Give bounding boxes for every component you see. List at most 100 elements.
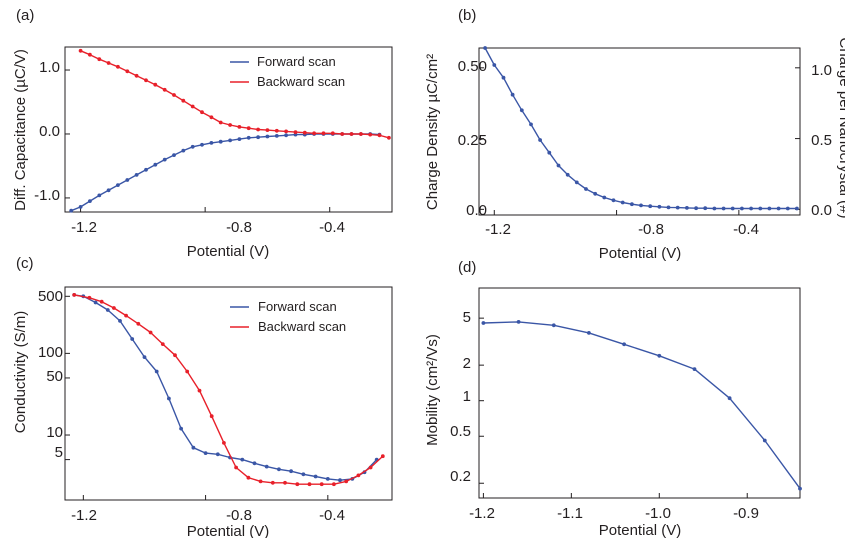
panel-b-data-data-point bbox=[703, 206, 708, 211]
panel-a-forward-data-point bbox=[69, 208, 74, 213]
panel-d-x-axis-label: Potential (V) bbox=[599, 522, 682, 538]
panel-b-data-data-point bbox=[795, 206, 799, 211]
panel-c-backward-data-point bbox=[160, 342, 165, 346]
panel-c-xtick-label: -1.2 bbox=[71, 507, 97, 524]
panel-d-ytick-label: 1 bbox=[463, 388, 471, 405]
panel-c-backward-data-point bbox=[246, 475, 251, 480]
panel-a-backward-data-point bbox=[349, 132, 354, 136]
panel-a-backward-data-point bbox=[340, 132, 345, 136]
panel-b-data-data-point bbox=[749, 206, 753, 211]
panel-a-backward-data-point bbox=[293, 130, 298, 135]
panel-c-ytick-label: 10 bbox=[46, 424, 63, 441]
panel-a-backward-data-point bbox=[172, 93, 176, 97]
panel-d-xtick-label: -1.1 bbox=[557, 505, 583, 522]
panel-c-xtick-label: -0.8 bbox=[226, 507, 252, 524]
panel-a-backward-data-point bbox=[181, 98, 186, 103]
panel-a-backward-data-point bbox=[330, 131, 335, 136]
panel-a-backward-data-point bbox=[228, 123, 233, 127]
panel-c-forward-data-point bbox=[130, 337, 135, 341]
panel-c-backward-data-point bbox=[197, 388, 202, 393]
legend-forward-label: Forward scan bbox=[258, 299, 337, 314]
panel-a-backward-data-point bbox=[274, 128, 279, 133]
panel-d-xtick-label: -1.0 bbox=[645, 505, 671, 522]
panel-a-backward-data-point bbox=[78, 48, 83, 53]
panel-d-ytick-label: 0.5 bbox=[450, 423, 471, 440]
panel-a-forward-data-point bbox=[284, 133, 288, 138]
panel-b-data-data-point bbox=[730, 206, 735, 211]
panel-a-forward-data-point bbox=[246, 135, 251, 140]
panel-d-ytick-label: 5 bbox=[463, 309, 471, 326]
panel-a-forward-data-point bbox=[134, 173, 139, 177]
panel-b-y-axis-label: Charge Density µC/cm² bbox=[424, 54, 441, 210]
panel-a-backward-data-point bbox=[368, 132, 373, 137]
panel-d-data-data-point bbox=[481, 321, 486, 325]
panel-c-backward-data-point bbox=[319, 482, 324, 487]
panel-c-backward-data-point bbox=[380, 454, 385, 459]
panel-a-forward-data-point bbox=[209, 141, 214, 145]
panel-a-backward-data-point bbox=[321, 131, 326, 136]
panel-b-plot bbox=[479, 46, 800, 215]
panel-c-forward-data-point bbox=[240, 457, 245, 462]
panel-b-data-data-point bbox=[556, 163, 561, 168]
panel-c-plot-frame bbox=[64, 286, 393, 501]
panel-c-backward-data-point bbox=[295, 482, 300, 487]
panel-d-data-data-point bbox=[551, 323, 556, 328]
panel-c-forward-data-point bbox=[215, 452, 220, 457]
panel-b-ytick-label: 0.0 bbox=[466, 202, 487, 219]
panel-a-forward-data-point bbox=[190, 144, 195, 149]
panel-a-backward-data-point bbox=[97, 57, 102, 62]
panel-c-forward-data-point bbox=[301, 472, 306, 477]
panel-b-data-data-point bbox=[712, 206, 717, 211]
panel-d-data-data-point bbox=[692, 367, 697, 371]
panel-b-data-data-point bbox=[620, 200, 625, 205]
panel-a-forward-data-point bbox=[116, 183, 120, 188]
panel-c-backward-data-point bbox=[258, 479, 263, 484]
panel-c-forward-data-point bbox=[191, 445, 196, 450]
panel-a-backward-data-point bbox=[387, 135, 391, 140]
panel-b-data-data-point bbox=[657, 204, 662, 209]
panel-a-backward-data-point bbox=[134, 73, 139, 78]
panel-a-x-axis-label: Potential (V) bbox=[187, 243, 270, 260]
panel-b-data-data-point bbox=[694, 206, 698, 211]
panel-c-backward-data-point bbox=[209, 414, 214, 419]
panel-a-forward-data-point bbox=[78, 205, 83, 209]
panel-c-backward-data-point bbox=[283, 480, 287, 485]
panel-b-right-y-axis-label: Charge per Nanocrystal (#) bbox=[836, 38, 845, 219]
panel-a-backward-data-point bbox=[265, 128, 270, 133]
panel-a-backward-data-point bbox=[116, 64, 120, 69]
panel-c-backward-data-point bbox=[307, 482, 312, 487]
panel-c-backward-data-point bbox=[112, 306, 116, 310]
panel-b-right-ytick-label: 0.5 bbox=[811, 132, 832, 149]
panel-a-forward-data-point bbox=[200, 142, 204, 147]
panel-a-forward-data-point bbox=[172, 153, 176, 158]
panel-c-legend: Forward scan Backward scan bbox=[230, 299, 346, 334]
panel-b: (b) -1.2 -0.8 -0.4 0.50 0.25 0.0 1.0 0.5… bbox=[424, 7, 845, 262]
panel-a-plot bbox=[65, 48, 391, 213]
panel-c-ytick-label: 100 bbox=[38, 344, 63, 361]
panel-a-backward-series-line bbox=[80, 50, 390, 139]
panel-b-data-data-point bbox=[630, 202, 634, 207]
panel-b-ytick-label: 0.50 bbox=[458, 58, 487, 75]
legend-backward-label: Backward scan bbox=[258, 319, 346, 334]
panel-c-plot bbox=[65, 293, 385, 500]
panel-b-data-data-point bbox=[510, 92, 515, 97]
panel-a-forward-data-point bbox=[88, 199, 92, 204]
panel-b-data-series-line bbox=[484, 47, 797, 210]
panel-b-data-data-point bbox=[519, 108, 524, 113]
panel-a-label: (a) bbox=[16, 7, 34, 24]
panel-c-forward-data-point bbox=[167, 396, 171, 401]
panel-b-data-data-point bbox=[602, 195, 607, 200]
panel-c-forward-data-point bbox=[325, 477, 330, 481]
panel-a-forward-data-point bbox=[181, 148, 186, 153]
panel-b-xtick-label: -0.8 bbox=[638, 221, 664, 238]
panel-c-forward-data-point bbox=[118, 319, 122, 323]
panel-d-data-data-point bbox=[622, 342, 626, 347]
panel-a-forward-data-point bbox=[162, 157, 167, 162]
panel-a-forward-data-point bbox=[125, 178, 130, 182]
panel-a-backward-data-point bbox=[144, 78, 148, 83]
panel-a-forward-data-point bbox=[97, 193, 102, 198]
panel-a-forward-series-line bbox=[70, 133, 380, 212]
panel-b-data-data-point bbox=[785, 206, 790, 211]
panel-c-backward-data-point bbox=[344, 479, 349, 484]
panel-a-forward-data-point bbox=[237, 137, 242, 142]
